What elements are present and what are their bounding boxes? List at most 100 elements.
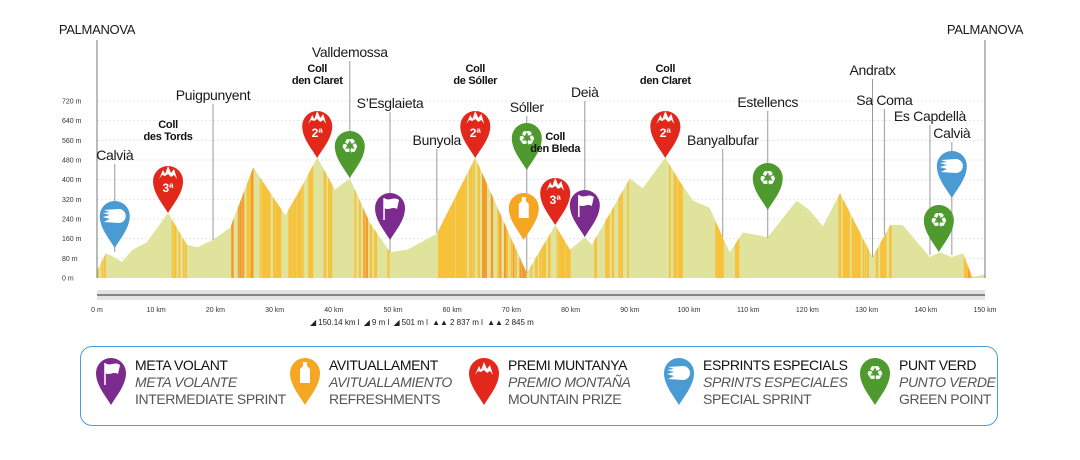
max-altitude-icon: ◢ [393, 318, 400, 327]
climb-name: Coll [465, 63, 485, 75]
ascent-icon: ▲▲ [432, 318, 448, 327]
x-tick-label: 100 km [678, 307, 701, 314]
x-tick-label: 140 km [914, 307, 937, 314]
waypoint: Banyalbufar [687, 132, 759, 237]
x-tick-label: 120 km [796, 307, 819, 314]
y-tick-label: 240 m [62, 217, 82, 224]
waypoint: Estellencs ♻ [737, 94, 799, 238]
climb-name: Coll [656, 63, 676, 75]
gradient-stripe [277, 157, 281, 278]
legend-item-sprint: META VOLANT META VOLANTE INTERMEDIATE SPRI… [95, 357, 286, 408]
gradient-stripe [365, 157, 369, 278]
elevation-profile-chart: 0 m 80 m 160 m 240 m 320 m 400 m 480 m 560 m 640… [59, 22, 1024, 314]
gradient-stripe [310, 157, 314, 278]
pin-shape [664, 358, 694, 405]
gradient-stripe [563, 157, 566, 278]
mountain-pin-icon: 2ª [650, 111, 681, 158]
gradient-stripe [471, 157, 473, 278]
flag-icon [384, 198, 400, 209]
gradient-stripe [477, 157, 481, 278]
legend-title: PUNT VERD [899, 357, 977, 373]
x-tick-label: 50 km [383, 307, 402, 314]
pin-shape [460, 111, 491, 158]
y-tick-label: 400 m [62, 177, 82, 184]
gradient-stripe [620, 157, 623, 278]
x-tick-label: 110 km [737, 307, 760, 314]
special-pin [664, 358, 694, 405]
x-tick-label: 10 km [147, 307, 166, 314]
legend-item-green: ♻ PUNT VERD PUNTO VERDE GREEN POINT [859, 357, 996, 408]
x-tick-label: 90 km [620, 307, 639, 314]
pin-shape [99, 201, 130, 248]
comet-icon [102, 209, 126, 223]
gradient-stripe [182, 157, 185, 278]
waypoint: Calvià ♻ [923, 125, 971, 255]
climb-name: den Claret [640, 75, 691, 87]
sprint-pin-icon [375, 193, 406, 240]
refresh-pin [290, 358, 320, 405]
gradient-stripe [242, 157, 245, 278]
gradient-stripe [460, 157, 463, 278]
climb-category: 2ª [312, 126, 324, 140]
gradient-stripe [328, 157, 330, 278]
mountain-pin-icon: 2ª [460, 111, 491, 158]
gradient-stripe [354, 157, 357, 278]
gradient-stripe [611, 157, 615, 278]
gradient-stripe [842, 157, 846, 278]
climb-name: de Sóller [453, 75, 498, 87]
green-pin-icon: ♻ [923, 205, 954, 252]
stage-stats: ◢ 150.14 km l ◢ 9 m l ◢ 501 m l ▲▲ 2 837 m l… [310, 318, 536, 327]
gradient-stripe [457, 157, 461, 278]
place-label: Es Capdellà [894, 108, 967, 124]
gradient-stripe [279, 157, 282, 278]
bottle-icon [300, 362, 310, 383]
green-pin-icon: ♻ [511, 123, 542, 170]
gradient-stripe [607, 157, 610, 278]
climb-name: den Claret [292, 75, 343, 87]
gradient-stripe [735, 157, 738, 278]
comet-icon [939, 159, 963, 173]
x-tick-label: 0 m [91, 307, 103, 314]
place-label: Valldemossa [312, 44, 388, 60]
special-pin-icon [99, 201, 130, 248]
pin-shape [650, 111, 681, 158]
gradient-stripe [259, 157, 262, 278]
place-label: Puigpunyent [176, 87, 251, 103]
legend-title: ESPRINTS ESPECIALS [703, 357, 848, 373]
special-pin-icon [936, 151, 967, 198]
climb-name: den Bleda [530, 143, 581, 155]
legend-item-refresh: AVITUALLAMENT AVITUALLAMIENTO REFRESHMENTS [289, 357, 452, 408]
gradient-stripe [292, 157, 295, 278]
y-tick-label: 480 m [62, 158, 82, 165]
stat-min-altitude: 9 m l [371, 318, 390, 327]
legend-subtitle: META VOLANTE [135, 374, 237, 390]
gradient-stripe [268, 157, 271, 278]
legend-english: REFRESHMENTS [329, 391, 441, 407]
climb-category: 3ª [162, 181, 174, 195]
x-tick-label: 40 km [324, 307, 343, 314]
x-tick-label: 80 km [561, 307, 580, 314]
place-label: Calvià [933, 125, 971, 141]
pin-shape [469, 358, 499, 405]
climb-name: Coll [158, 119, 178, 131]
waypoint: Bunyola [413, 132, 462, 233]
pin-shape [302, 111, 333, 158]
gradient-stripe [330, 157, 333, 278]
mountain-pin [469, 358, 499, 405]
legend-item-special: ESPRINTS ESPECIALS SPRINTS ESPECIALES SPEC… [663, 357, 848, 408]
comet-pin-icon [664, 358, 694, 405]
flag-icon [105, 363, 120, 374]
mountain-icon [159, 166, 178, 179]
waypoint: Valldemossa ♻ [312, 44, 389, 178]
gradient-stripe [301, 157, 304, 278]
min-altitude-icon: ◢ [363, 318, 370, 327]
place-label: Banyalbufar [687, 132, 759, 148]
gradient-stripe [455, 157, 459, 278]
pin-shape [511, 123, 542, 170]
x-tick-label: 60 km [443, 307, 462, 314]
gradient-stripe [473, 157, 475, 278]
place-label: Sóller [510, 99, 545, 115]
